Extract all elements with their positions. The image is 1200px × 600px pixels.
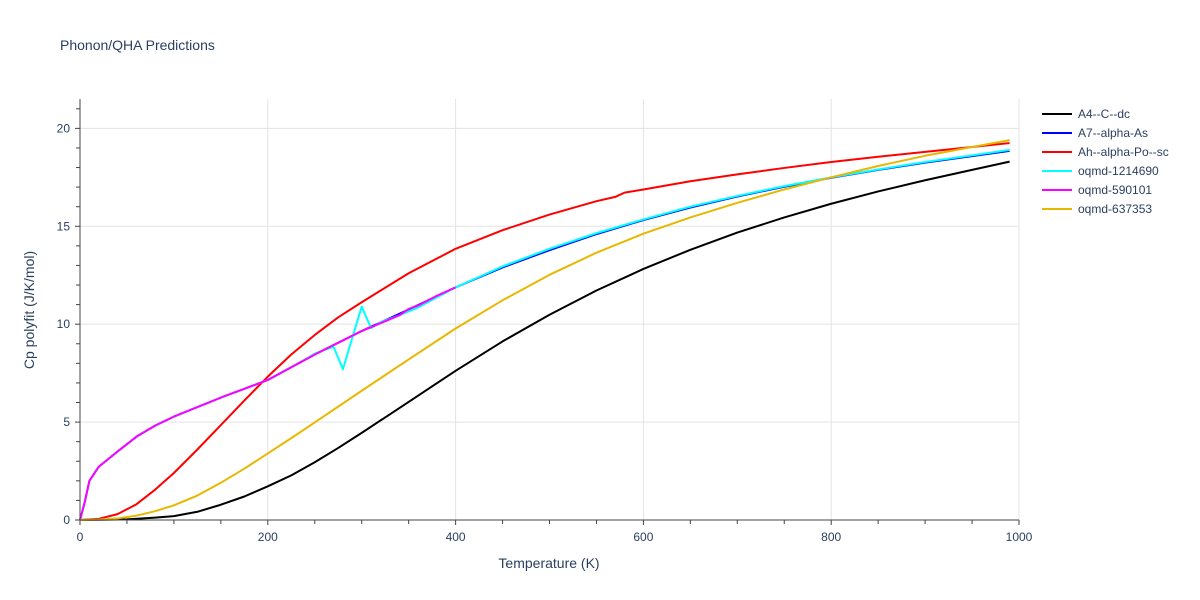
- legend-label: oqmd-1214690: [1078, 164, 1159, 178]
- y-tick-label: 10: [57, 317, 71, 331]
- x-tick-label: 0: [77, 530, 84, 544]
- series-line-A7--alpha-As: [79, 149, 1010, 521]
- x-tick-label: 1000: [1006, 530, 1033, 544]
- series-line-oqmd-1214690: [79, 148, 1010, 521]
- series-line-Ah--alpha-Po--sc: [79, 142, 1010, 521]
- chart-title: Phonon/QHA Predictions: [60, 37, 215, 53]
- series-line-oqmd-590101: [79, 286, 457, 521]
- axes: 0 200 400 600 800 1000 0 5 10 15 20: [57, 99, 1033, 544]
- x-tick-label: 200: [258, 530, 278, 544]
- series-line-oqmd-637353: [79, 139, 1010, 521]
- y-tick-label: 20: [57, 121, 71, 135]
- x-tick-label: 600: [633, 530, 653, 544]
- legend-label: A7--alpha-As: [1078, 126, 1148, 140]
- y-tick-label: 5: [63, 415, 70, 429]
- legend: A4--C--dc A7--alpha-As Ah--alpha-Po--sc oqm…: [1042, 107, 1169, 216]
- y-tick-label: 0: [63, 513, 70, 527]
- plot-area: [79, 139, 1010, 521]
- x-tick-label: 800: [821, 530, 841, 544]
- legend-label: oqmd-637353: [1078, 202, 1152, 216]
- legend-label: A4--C--dc: [1078, 107, 1130, 121]
- series-line-A4--C--dc: [79, 160, 1010, 521]
- legend-label: oqmd-590101: [1078, 183, 1152, 197]
- legend-label: Ah--alpha-Po--sc: [1078, 145, 1169, 159]
- grid-lines: [80, 99, 1020, 520]
- y-tick-label: 15: [57, 219, 71, 233]
- y-axis-title: Cp polyfit (J/K/mol): [21, 251, 37, 369]
- x-tick-label: 400: [446, 530, 466, 544]
- x-axis-title: Temperature (K): [498, 555, 599, 571]
